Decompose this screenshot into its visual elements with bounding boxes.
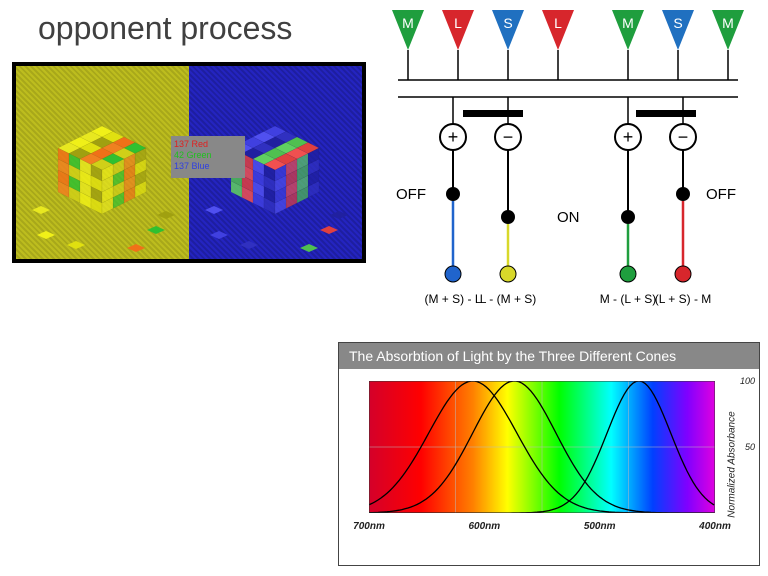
spectrum-xtick: 400nm [699, 521, 731, 532]
svg-text:M: M [722, 15, 734, 31]
svg-text:S: S [673, 15, 682, 31]
formula: L - (M + S) [468, 292, 548, 306]
callout-red: 137 Red [174, 139, 242, 150]
svg-text:M: M [622, 15, 634, 31]
spectrum-svg [369, 381, 715, 513]
formula: (L + S) - M [643, 292, 723, 306]
color-illusion-panel: 137 Red 42 Green 137 Blue [12, 62, 366, 263]
svg-text:+: + [448, 127, 459, 147]
spectrum-ytick: 50 [745, 442, 755, 452]
spectrum-xtick: 500nm [584, 521, 616, 532]
opponent-circuit: MLSLMSM+−+− OFF OFF ON (M + S) - LL - (M… [378, 2, 758, 322]
cube-left-svg [16, 66, 189, 259]
svg-text:−: − [678, 127, 689, 147]
svg-text:S: S [503, 15, 512, 31]
svg-text:M: M [402, 15, 414, 31]
spectrum-ytick: 100 [740, 376, 755, 386]
spectrum-xtick: 600nm [468, 521, 500, 532]
callout-blue: 137 Blue [174, 161, 242, 172]
off-label-right: OFF [706, 186, 736, 203]
svg-text:L: L [454, 15, 462, 31]
on-label: ON [557, 209, 580, 226]
spectrum-title: The Absorbtion of Light by the Three Dif… [339, 343, 759, 369]
off-label-left: OFF [396, 186, 426, 203]
svg-text:+: + [623, 127, 634, 147]
cube-left [16, 66, 189, 259]
svg-text:−: − [503, 127, 514, 147]
svg-text:L: L [554, 15, 562, 31]
callout-green: 42 Green [174, 150, 242, 161]
spectrum-xtick: 700nm [353, 521, 385, 532]
spectrum-body: Normalized Absorbance 50 100 700nm 600nm 500… [339, 369, 759, 542]
circuit-svg: M L S L M S M + − + − [378, 2, 758, 322]
rgb-callout: 137 Red 42 Green 137 Blue [171, 136, 245, 178]
spectrum-panel: The Absorbtion of Light by the Three Dif… [338, 342, 760, 566]
spectrum-ylabel: Normalized Absorbance [727, 400, 738, 530]
